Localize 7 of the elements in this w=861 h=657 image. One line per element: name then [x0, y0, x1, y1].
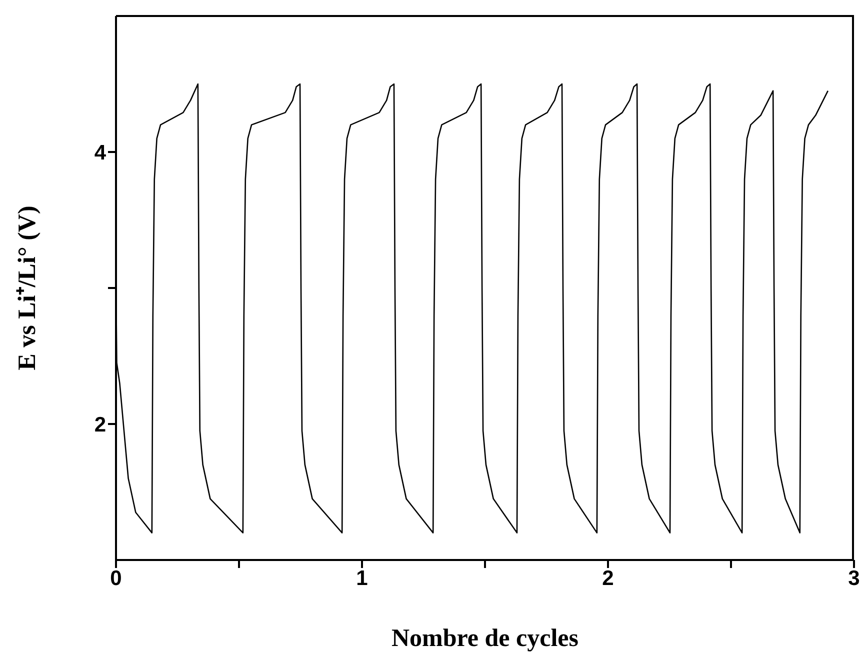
x-tick-label: 0	[110, 566, 122, 590]
x-tick-label: 2	[602, 566, 614, 590]
x-tick-label: 3	[848, 566, 860, 590]
x-tick-label: 1	[356, 566, 368, 590]
y-tick-label: 4	[94, 141, 106, 164]
y-axis-title: E vs Li⁺/Li° (V)	[14, 206, 41, 370]
x-axis-title: Nombre de cycles	[392, 625, 579, 652]
